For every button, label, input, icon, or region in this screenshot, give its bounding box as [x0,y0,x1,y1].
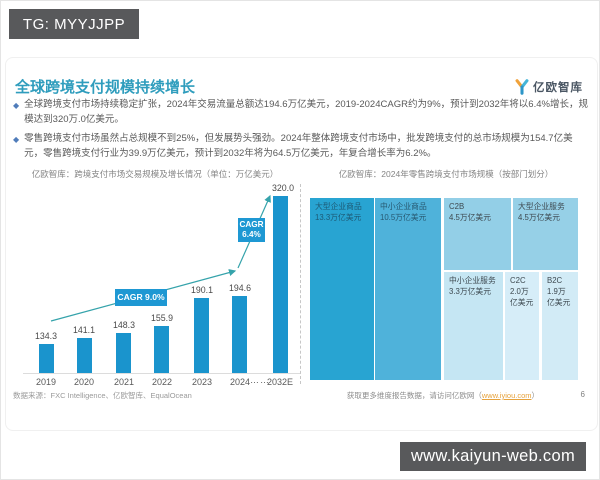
page-number: 6 [580,390,585,399]
bar-value: 155.9 [150,313,173,323]
treemap-block-b2c: B2C 1.9万亿美元 [542,272,578,380]
more-note-suffix: ） [531,391,540,400]
bullet-item: ◆ 零售跨境支付市场虽然占总规模不到25%，但发展势头强劲。2024年整体跨境支… [13,132,591,161]
bar-value: 320.0 [271,183,294,193]
x-axis-line [23,373,301,374]
treemap-block-sme-services: 中小企业服务 3.3万亿美元 [444,272,503,380]
bar-2023 [194,298,209,373]
bullet-item: ◆ 全球跨境支付市场持续稳定扩张，2024年交易流量总额达194.6万亿美元，2… [13,98,591,127]
x-tick: 2023 [191,377,213,387]
bar-2022 [154,326,169,373]
bullet-diamond-icon: ◆ [13,135,20,145]
x-axis-gap-dots: …… [250,375,270,385]
block-value: 1.9万亿美元 [547,286,571,307]
treemap-block-large-enterprise-goods: 大型企业商品 13.3万亿美元 [310,198,374,380]
bar-chart: 134.3 141.1 148.3 155.9 190.1 194.6 320.… [11,164,301,387]
block-label: C2C [510,276,526,285]
bar-chart-title: 亿欧智库：跨境支付市场交易规模及增长情况（单位：万亿美元） [31,169,279,179]
summary-bullets: ◆ 全球跨境支付市场持续稳定扩张，2024年交易流量总额达194.6万亿美元，2… [13,98,591,167]
block-label: C2B [449,202,465,211]
treemap-block-c2b: C2B 4.5万亿美元 [444,198,511,270]
block-value: 13.3万亿美元 [315,212,362,222]
bar-value: 134.3 [34,331,57,341]
slide-frame [5,57,598,431]
bullet-text: 零售跨境支付市场虽然占总规模不到25%，但发展势头强劲。2024年整体跨境支付市… [24,133,573,160]
block-label: 大型企业服务 [518,202,565,211]
treemap-chart: 大型企业商品 13.3万亿美元 中小企业商品 10.5万亿美元 C2B 4.5万… [301,164,591,386]
iyiou-link[interactable]: www.iyiou.com [481,391,532,400]
data-source-note: 数据来源：FXC Intelligence、亿欧智库、EqualOcean [13,391,192,400]
bar-2021 [116,333,131,373]
page-title: 全球跨境支付规模持续增长 [15,79,196,96]
more-data-note: 获取更多维度报告数据，请访问亿欧网（www.iyiou.com） [347,390,539,401]
x-tick: 2021 [113,377,135,387]
treemap-block-sme-goods: 中小企业商品 10.5万亿美元 [375,198,441,380]
bar-2024 [232,296,247,373]
bar-value: 194.6 [228,283,251,293]
tg-badge: TG: MYYJJPP [9,9,139,39]
bar-value: 141.1 [72,325,95,335]
brand-logo-text: 亿欧智库 [533,82,583,94]
chart-divider [300,184,301,384]
brand-logo: 亿欧智库 [513,78,583,96]
block-value: 10.5万亿美元 [380,212,427,222]
block-label: 中小企业服务 [449,276,496,285]
cagr-2019-2024-badge: CAGR 9.0% [115,289,167,306]
cagr-2024-2032-badge: CAGR 6.4% [238,218,265,242]
more-note-prefix: 获取更多维度报告数据，请访问亿欧网（ [346,391,482,400]
block-value: 3.3万亿美元 [449,286,492,296]
x-tick: 2020 [73,377,95,387]
x-tick: 2022 [151,377,173,387]
bar-value: 148.3 [112,320,135,330]
treemap-chart-title: 亿欧智库：2024年零售跨境支付市场规模（按部门划分） [338,169,554,179]
treemap-block-c2c: C2C 2.0万亿美元 [505,272,539,380]
equalocean-y-icon [513,78,531,96]
x-tick: 2019 [35,377,57,387]
cagr-value: 6.4% [242,230,261,239]
bar-2019 [39,344,54,373]
block-label: 大型企业商品 [315,202,362,211]
block-label: 中小企业商品 [380,202,427,211]
block-label: B2C [547,276,563,285]
treemap-block-large-enterprise-services: 大型企业服务 4.5万亿美元 [513,198,578,270]
site-banner: www.kaiyun-web.com [400,442,586,471]
bar-2020 [77,338,92,373]
block-value: 2.0万亿美元 [510,286,534,307]
block-value: 4.5万亿美元 [518,212,561,222]
x-tick: 2032E [266,377,294,387]
bullet-diamond-icon: ◆ [13,101,20,110]
bar-2032E [273,196,288,373]
bullet-text: 全球跨境支付市场持续稳定扩张，2024年交易流量总额达194.6万亿美元，201… [24,99,588,125]
x-tick: 2024 [229,377,251,387]
cagr-label: CAGR [239,219,264,229]
block-value: 4.5万亿美元 [449,212,492,222]
